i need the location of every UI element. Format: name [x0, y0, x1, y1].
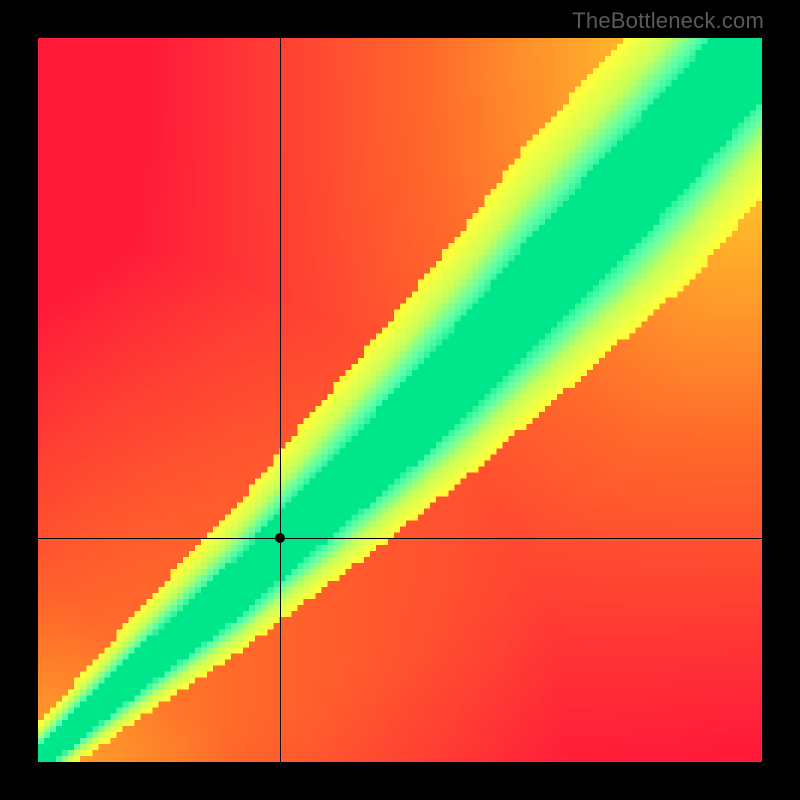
- crosshair-horizontal: [38, 538, 762, 539]
- crosshair-vertical: [280, 38, 281, 762]
- watermark-text: TheBottleneck.com: [572, 8, 764, 34]
- marker-point: [275, 533, 285, 543]
- heatmap-canvas: [38, 38, 762, 762]
- figure-container: { "watermark": { "text": "TheBottleneck.…: [0, 0, 800, 800]
